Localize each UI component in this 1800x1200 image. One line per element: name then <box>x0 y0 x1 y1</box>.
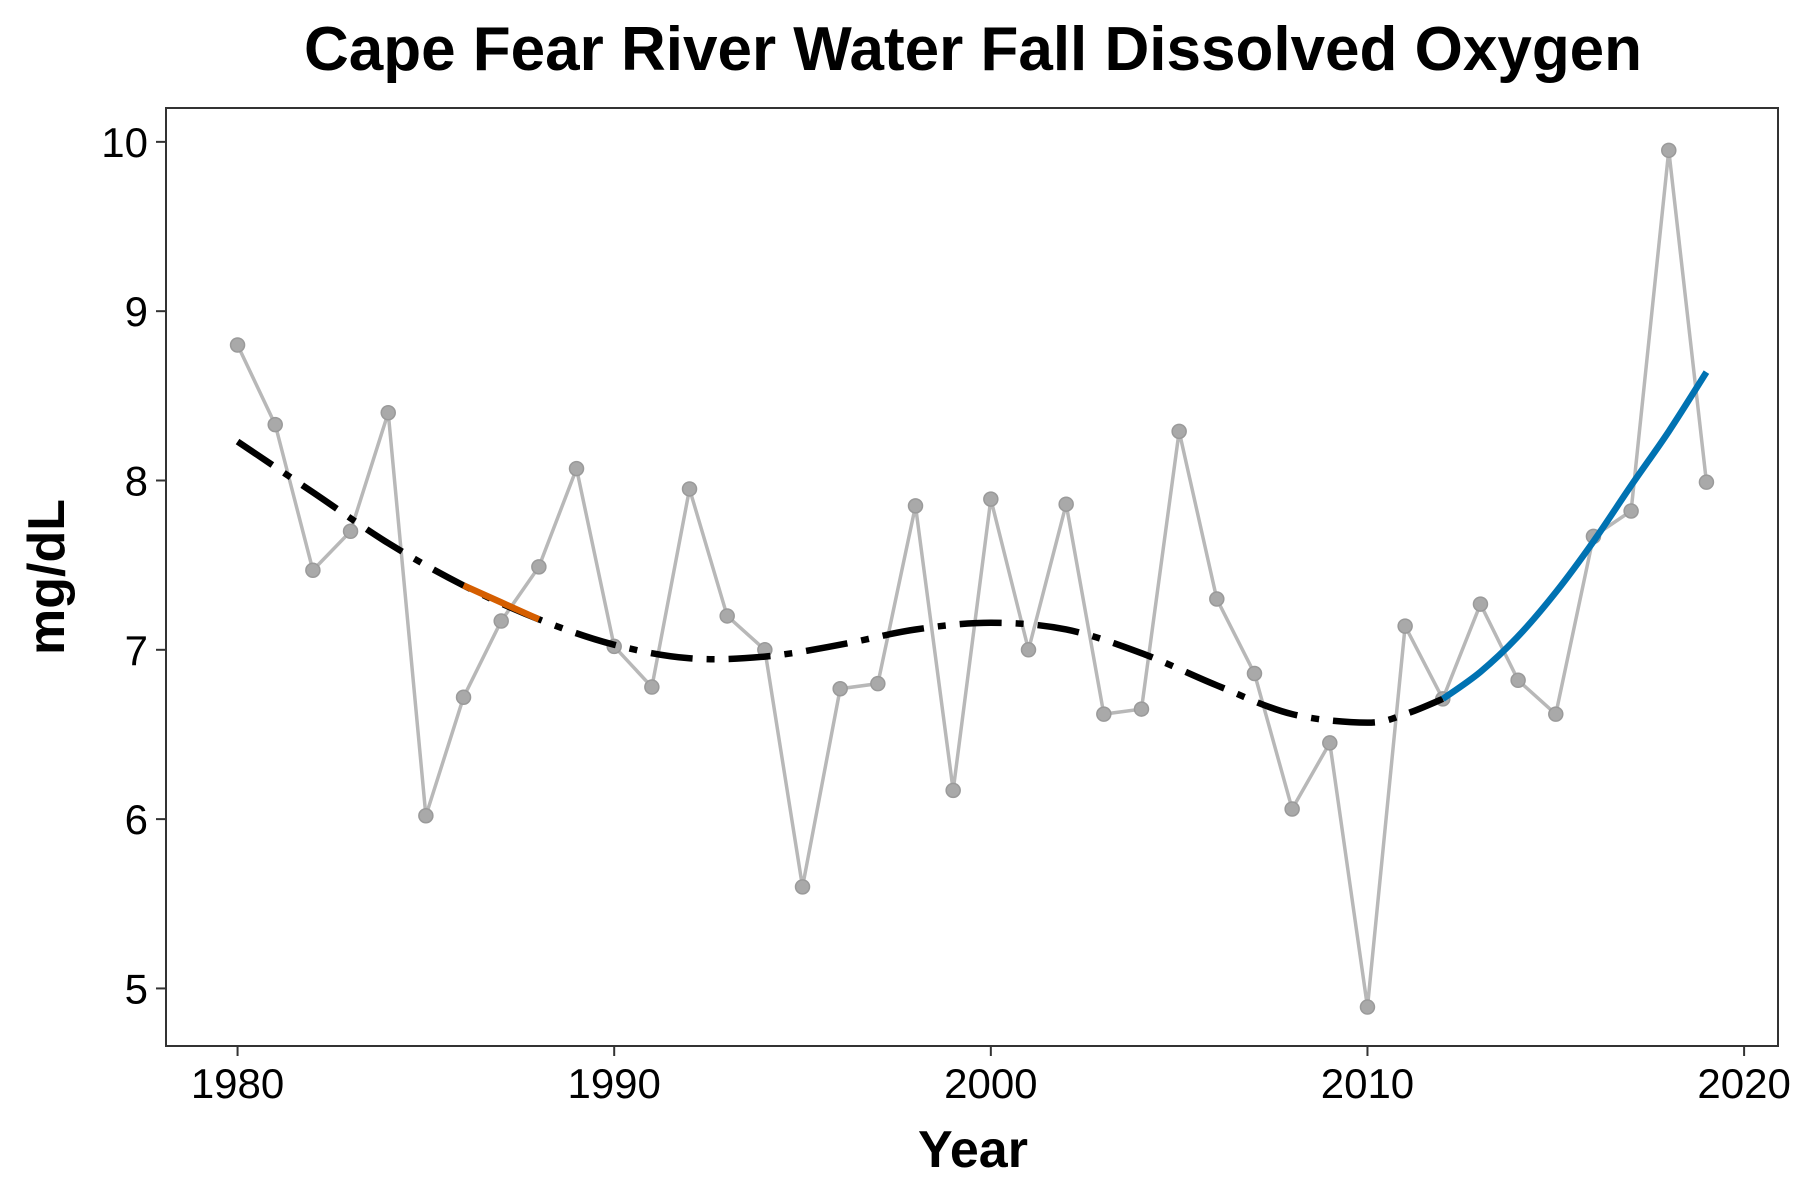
observed-point <box>1661 142 1677 159</box>
y-tick-label: 10 <box>101 119 148 166</box>
observed-point <box>1510 672 1526 689</box>
x-tick-label: 1990 <box>567 1060 660 1107</box>
observed-point <box>342 523 359 540</box>
observed-point <box>229 337 246 353</box>
observed-point <box>418 807 434 824</box>
observed-point <box>1020 642 1037 658</box>
observed-point <box>870 675 886 692</box>
x-axis: 1980 1990 2000 2010 2020 <box>191 1046 1791 1107</box>
observed-point <box>794 879 811 895</box>
observed-point <box>719 608 735 624</box>
observed-point <box>1284 801 1300 817</box>
y-tick-label: 5 <box>125 965 148 1012</box>
x-tick-label: 1980 <box>191 1060 284 1107</box>
observed-point <box>832 680 848 697</box>
observed-point <box>907 498 924 514</box>
observed-point <box>1623 503 1639 519</box>
increasing-trend-segment <box>1440 370 1710 702</box>
y-tick-label: 8 <box>125 457 148 504</box>
observed-point <box>945 782 961 799</box>
x-tick-label: 2000 <box>944 1060 1037 1107</box>
observed-point <box>1397 618 1413 634</box>
observed-point <box>1096 706 1112 722</box>
decreasing-trend-segment <box>462 582 541 623</box>
trend-line <box>235 438 1445 726</box>
observed-point <box>644 679 660 695</box>
observed-point <box>493 613 509 629</box>
chart-title: Cape Fear River Water Fall Dissolved Oxy… <box>304 15 1642 84</box>
observed-point <box>1548 706 1564 722</box>
observed-series-line <box>235 150 1709 1008</box>
observed-point <box>380 405 396 421</box>
observed-point <box>1058 496 1074 512</box>
plot-marks <box>229 142 1715 1015</box>
plot-panel <box>165 107 1779 1047</box>
y-axis: 5 6 7 8 9 10 <box>101 119 166 1012</box>
x-tick-label: 2010 <box>1321 1060 1414 1107</box>
observed-point <box>1698 474 1715 490</box>
observed-point <box>1209 591 1225 607</box>
observed-point <box>305 562 321 578</box>
y-tick-label: 6 <box>125 796 148 843</box>
y-tick-label: 9 <box>125 288 148 335</box>
observed-point <box>1246 665 1263 682</box>
observed-point <box>531 559 547 575</box>
observed-point <box>1322 735 1338 751</box>
observed-point <box>1171 423 1187 440</box>
observed-point <box>1472 596 1489 612</box>
observed-point <box>983 491 999 507</box>
x-axis-title: Year <box>918 1121 1028 1179</box>
observed-point <box>568 460 585 477</box>
observed-point <box>1133 701 1150 717</box>
observed-point <box>267 416 283 433</box>
y-tick-label: 7 <box>125 627 148 674</box>
observed-point <box>681 481 698 497</box>
observed-point <box>1359 999 1376 1015</box>
x-tick-label: 2020 <box>1697 1060 1790 1107</box>
y-axis-title: mg/dL <box>18 499 76 655</box>
observed-point <box>455 689 472 705</box>
